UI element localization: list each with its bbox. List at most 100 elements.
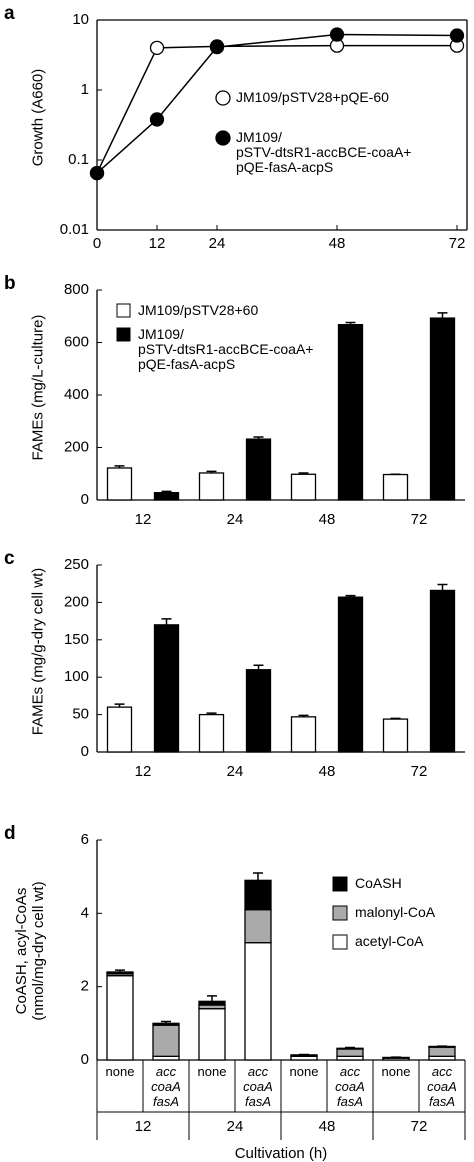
y-tick-label: 200 bbox=[64, 438, 89, 455]
legend-label: JM109/ pSTV-dtsR1-accBCE-coaA+ pQE-fasA-… bbox=[138, 326, 314, 372]
x-tick-label: 12 bbox=[149, 235, 166, 252]
panel-letter: a bbox=[4, 3, 15, 24]
point bbox=[449, 28, 465, 43]
error-bar bbox=[437, 583, 448, 591]
panel-letter: c bbox=[4, 548, 15, 569]
y-axis-label: CoASH, acyl-CoAs (nmol/mg-dry cell wt) bbox=[13, 881, 47, 1021]
y-tick-label: 250 bbox=[64, 556, 89, 573]
bar bbox=[337, 323, 364, 501]
group-label: 72 bbox=[411, 1118, 428, 1135]
error-bar bbox=[161, 490, 172, 493]
y-tick-label: 100 bbox=[64, 668, 89, 685]
error-bar bbox=[253, 872, 263, 881]
error-bar bbox=[437, 312, 448, 319]
legend-label: JM109/pSTV28+60 bbox=[138, 302, 259, 318]
y-tick-label: 0.01 bbox=[60, 221, 89, 238]
error-bar bbox=[161, 1020, 171, 1024]
y-tick-label: 150 bbox=[64, 631, 89, 648]
y-tick-label: 0 bbox=[81, 491, 89, 508]
bar bbox=[244, 879, 272, 911]
bar bbox=[245, 669, 272, 753]
y-axis-label: FAMEs (mg/g-dry cell wt) bbox=[29, 567, 47, 735]
x-tick-label: 48 bbox=[319, 511, 336, 528]
y-tick-label: 10 bbox=[72, 11, 89, 28]
bar bbox=[153, 624, 180, 753]
bar bbox=[290, 716, 317, 753]
sub-label: acc coaA fasA bbox=[427, 1064, 457, 1109]
y-tick-label: 0 bbox=[81, 1051, 89, 1068]
bar bbox=[382, 718, 409, 753]
x-tick-label: 48 bbox=[319, 763, 336, 780]
bar bbox=[382, 473, 409, 501]
sub-label: none bbox=[105, 1064, 135, 1079]
bar bbox=[153, 491, 180, 501]
group-label: 24 bbox=[227, 1118, 244, 1135]
x-tick-label: 24 bbox=[209, 235, 226, 252]
bar bbox=[290, 473, 317, 501]
x-tick-label: 72 bbox=[411, 511, 428, 528]
y-tick-label: 0 bbox=[81, 743, 89, 760]
error-bar bbox=[206, 470, 217, 473]
legend-swatch bbox=[116, 303, 131, 318]
y-tick-label: 800 bbox=[64, 281, 89, 298]
legend-swatch bbox=[332, 934, 348, 950]
panel-letter: b bbox=[4, 273, 16, 294]
sub-label: none bbox=[289, 1064, 319, 1079]
point bbox=[89, 165, 105, 181]
group-label: 48 bbox=[319, 1118, 336, 1135]
y-tick-label: 4 bbox=[81, 904, 89, 921]
x-tick-label: 0 bbox=[93, 235, 101, 252]
error-bar bbox=[345, 594, 356, 598]
y-tick-label: 200 bbox=[64, 593, 89, 610]
y-tick-label: 2 bbox=[81, 978, 89, 995]
bar bbox=[244, 909, 272, 944]
x-tick-label: 12 bbox=[135, 763, 152, 780]
bar bbox=[428, 1046, 456, 1057]
y-tick-label: 50 bbox=[72, 706, 89, 723]
x-tick-label: 72 bbox=[449, 235, 466, 252]
y-tick-label: 6 bbox=[81, 831, 89, 848]
x-tick-label: 24 bbox=[227, 763, 244, 780]
error-bar bbox=[253, 664, 264, 670]
legend-swatch bbox=[116, 327, 131, 342]
error-bar bbox=[206, 712, 217, 715]
bar bbox=[198, 713, 225, 753]
legend-label: JM109/pSTV28+pQE-60 bbox=[236, 89, 389, 105]
bar bbox=[429, 589, 456, 753]
error-bar bbox=[161, 618, 172, 625]
bar bbox=[106, 975, 134, 1061]
error-bar bbox=[298, 714, 309, 717]
bar bbox=[336, 1048, 364, 1057]
panel-letter: d bbox=[4, 823, 16, 844]
legend-label: CoASH bbox=[355, 875, 402, 891]
sub-label: acc coaA fasA bbox=[151, 1064, 181, 1109]
point bbox=[149, 112, 165, 127]
x-tick-label: 48 bbox=[329, 235, 346, 252]
point bbox=[149, 40, 165, 56]
bar bbox=[106, 971, 134, 975]
point bbox=[329, 27, 345, 42]
sub-label: acc coaA fasA bbox=[243, 1064, 273, 1109]
y-tick-label: 1 bbox=[81, 81, 89, 98]
bar bbox=[152, 1024, 180, 1057]
legend-label: malonyl-CoA bbox=[355, 904, 436, 920]
bar bbox=[198, 472, 225, 501]
legend-swatch bbox=[332, 876, 348, 892]
y-axis-label: Growth (A660) bbox=[29, 68, 47, 167]
bar bbox=[198, 1000, 226, 1006]
sub-label: acc coaA fasA bbox=[335, 1064, 365, 1109]
x-tick-label: 24 bbox=[227, 511, 244, 528]
error-bar bbox=[253, 436, 264, 440]
error-bar bbox=[115, 969, 125, 972]
legend-swatch bbox=[332, 905, 348, 921]
sub-label: none bbox=[381, 1064, 411, 1079]
legend-marker bbox=[215, 90, 231, 106]
error-bar bbox=[207, 995, 217, 1002]
bar bbox=[337, 596, 364, 753]
sub-label: none bbox=[197, 1064, 227, 1079]
legend-label: acetyl-CoA bbox=[355, 933, 424, 949]
y-tick-label: 400 bbox=[64, 386, 89, 403]
legend-label: JM109/ pSTV-dtsR1-accBCE-coaA+ pQE-fasA-… bbox=[236, 129, 412, 175]
